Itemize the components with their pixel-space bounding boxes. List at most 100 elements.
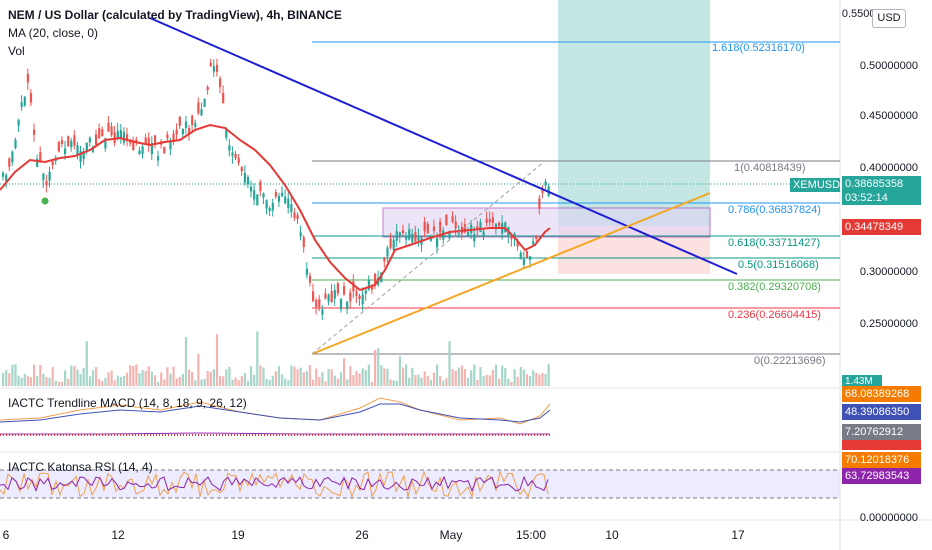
volume-bar — [426, 375, 429, 386]
volume-bar — [153, 375, 157, 386]
volume-bar — [339, 372, 343, 386]
candle-body — [284, 196, 287, 204]
candle-body — [482, 231, 485, 236]
candle-body — [442, 230, 445, 240]
volume-tag-bg — [842, 375, 882, 389]
volume-bar — [287, 380, 290, 386]
volume-bar — [169, 373, 172, 386]
volume-bar — [541, 372, 544, 386]
volume-bar — [212, 369, 215, 386]
volume-bar — [184, 337, 188, 386]
ma-legend[interactable]: MA (20, close, 0) — [8, 26, 99, 40]
volume-bar — [420, 377, 423, 386]
candle-body — [535, 235, 538, 239]
candle-body — [485, 218, 488, 223]
candle-body — [215, 64, 219, 72]
candle-body — [169, 140, 172, 150]
candle-body — [451, 215, 454, 222]
volume-bar — [246, 380, 250, 386]
candle-body — [516, 240, 519, 247]
volume-bar — [73, 365, 76, 386]
volume-bar — [454, 370, 457, 386]
volume-bar — [448, 341, 451, 386]
candle-body — [20, 102, 23, 108]
volume-bar — [308, 365, 312, 386]
candle-body — [203, 98, 206, 107]
volume-bar — [491, 370, 494, 386]
time-label-10: 10 — [605, 528, 619, 542]
volume-bar — [336, 378, 339, 386]
countdown-tag-bg — [842, 176, 921, 205]
volume-bar — [206, 371, 209, 386]
candle-body — [119, 130, 122, 139]
candle-body — [498, 222, 501, 227]
candle-body — [401, 230, 405, 234]
volume-bar — [498, 378, 501, 386]
volume-bar — [237, 380, 240, 386]
rsi-legend[interactable]: IACTC Katonsa RSI (14, 4) — [8, 460, 153, 474]
candle-body — [11, 151, 14, 163]
candle-body — [172, 133, 175, 142]
candle-body — [405, 235, 408, 240]
volume-bar — [26, 376, 29, 386]
volume-bar — [457, 367, 460, 386]
ma-tag-bg — [842, 219, 921, 235]
volume-bar — [529, 376, 532, 386]
candle-body — [166, 134, 169, 139]
volume-bar — [215, 334, 219, 386]
candle-body — [135, 139, 138, 143]
volume-bar — [95, 367, 98, 386]
candle-body — [541, 189, 544, 193]
chart-title: NEM / US Dollar (calculated by TradingVi… — [8, 8, 342, 22]
macd-legend[interactable]: IACTC Trendline MACD (14, 8, 18, 9, 26, … — [8, 396, 247, 410]
candle-body — [104, 138, 107, 149]
volume-bar — [274, 371, 277, 386]
candle-body — [522, 258, 525, 265]
volume-bar — [277, 366, 281, 386]
candle-body — [219, 78, 222, 87]
macd-tag3-bg — [842, 424, 921, 440]
volume-bar — [76, 369, 79, 386]
candle-body — [308, 275, 312, 283]
candle-body — [293, 212, 296, 219]
candle-body — [33, 129, 36, 135]
candle-body — [60, 140, 64, 144]
candle-body — [346, 301, 349, 310]
candle-body — [101, 129, 104, 137]
currency-button[interactable]: USD — [872, 9, 906, 28]
candle-body — [364, 290, 367, 294]
volume-bar — [5, 370, 8, 386]
volume-bar — [253, 374, 256, 386]
macd-value-2-tag: 48.39086350 — [845, 406, 910, 418]
volume-bar — [200, 379, 203, 386]
volume-bar — [54, 380, 57, 386]
volume-bar — [91, 370, 95, 386]
volume-bar — [302, 372, 305, 386]
volume-bar — [423, 371, 426, 386]
candle-body — [138, 150, 141, 154]
candle-body — [432, 226, 436, 231]
candle-body — [240, 166, 243, 172]
fib-label-0618: 0.618(0.33711427) — [728, 237, 821, 249]
fib-label-05: 0.5(0.31516068) — [738, 259, 819, 271]
volume-bar — [439, 376, 442, 386]
candle-body — [529, 256, 532, 260]
volume-bar — [250, 366, 253, 386]
volume-bar — [172, 366, 175, 386]
volume-legend[interactable]: Vol — [8, 44, 25, 58]
candle-body — [544, 181, 547, 186]
candle-body — [45, 181, 48, 186]
candle-body — [336, 283, 339, 294]
candle-body — [234, 153, 237, 159]
volume-bar — [17, 375, 20, 386]
candle-body — [361, 294, 364, 305]
candle-body — [277, 195, 281, 202]
volume-bar — [417, 374, 420, 386]
volume-bar — [144, 370, 147, 386]
candle-body — [79, 150, 82, 162]
candle-body — [525, 250, 529, 258]
volume-bar — [547, 364, 550, 386]
volume-bar — [23, 373, 26, 386]
volume-bar — [305, 370, 308, 386]
